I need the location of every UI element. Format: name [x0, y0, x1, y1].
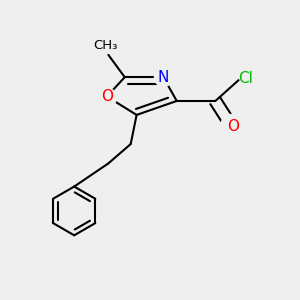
Text: O: O: [226, 119, 238, 134]
Text: N: N: [158, 70, 169, 85]
Text: O: O: [101, 89, 113, 104]
Text: Cl: Cl: [238, 71, 253, 86]
Text: CH₃: CH₃: [93, 39, 118, 52]
